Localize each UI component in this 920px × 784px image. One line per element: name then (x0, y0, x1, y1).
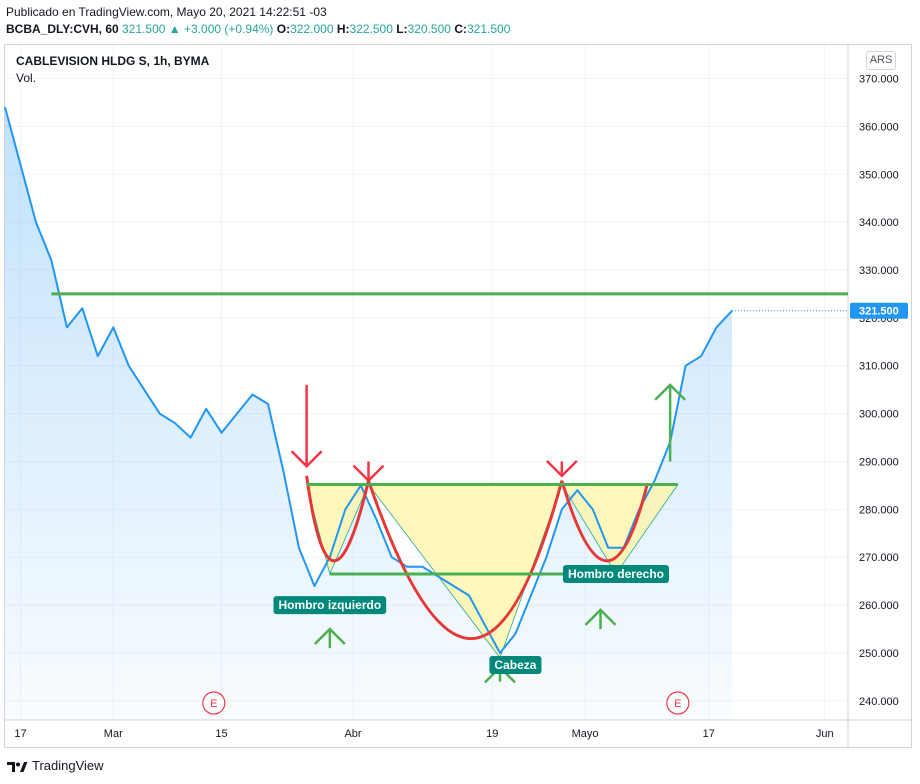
y-tick-label: 310.000 (859, 361, 899, 373)
ohlc-bar: BCBA_DLY:CVH, 60 321.500 ▲ +3.000 (+0.94… (6, 22, 510, 36)
price-area (5, 107, 732, 720)
x-tick-label: Mayo (572, 728, 599, 740)
arrow-down-icon-head (290, 450, 323, 469)
close-value: 321.500 (466, 22, 511, 36)
arrow-up-icon (584, 608, 617, 630)
y-tick-label: 250.000 (859, 648, 899, 660)
y-tick-label: 270.000 (859, 552, 899, 564)
left-shoulder-arc (305, 475, 370, 563)
arrow-down-icon (352, 461, 385, 483)
pattern-label-text: Hombro derecho (568, 567, 664, 581)
pattern-label: Hombro izquierdo (273, 596, 387, 615)
head-arc (367, 480, 564, 640)
y-tick-label: 260.000 (859, 600, 899, 612)
x-tick-label: 17 (14, 728, 26, 740)
y-tick-label: 360.000 (859, 121, 899, 133)
last-value: 321.500 (122, 22, 166, 36)
arrow-down-icon (290, 384, 323, 469)
symbol: BCBA_DLY:CVH, 60 (6, 22, 119, 36)
pattern-label-box (562, 564, 669, 583)
arrow-up-icon (313, 627, 346, 649)
x-tick-label: 15 (215, 728, 227, 740)
close-label: C: (454, 22, 467, 36)
last-price-tag: 321.500 (850, 302, 908, 319)
x-tick-label: Jun (816, 728, 834, 740)
arrow-down-icon-head (352, 464, 385, 483)
change-value: +3.000 (+0.94%) (184, 22, 274, 36)
pattern-label-box (273, 596, 387, 615)
published-info: Publicado en TradingView.com, Mayo 20, 2… (6, 5, 327, 19)
earnings-marker: E (666, 691, 690, 715)
open-label: O: (276, 22, 291, 36)
pattern-label: Hombro derecho (562, 564, 669, 583)
y-tick-label: 300.000 (859, 409, 899, 421)
tradingview-logo-icon (7, 761, 28, 772)
y-tick-label: 290.000 (859, 456, 899, 468)
right-shoulder-arc (560, 480, 649, 563)
low-value: 320.500 (407, 22, 451, 36)
y-tick-label: 340.000 (859, 217, 899, 229)
earnings-marker-text: E (674, 698, 681, 710)
x-tick-label: Mar (104, 728, 123, 740)
arrow-up-icon-head (584, 608, 617, 626)
y-tick-label: 280.000 (859, 504, 899, 516)
pattern-label: Cabeza (489, 655, 542, 674)
arrow-down-icon-head (545, 459, 578, 478)
pattern-label-text: Cabeza (494, 658, 536, 672)
earnings-marker-circle (202, 691, 226, 715)
x-tick-label: Abr (344, 728, 361, 740)
last-price-tag-box (850, 302, 908, 319)
footer-brand[interactable]: TradingView (6, 758, 104, 774)
y-tick-label: 330.000 (859, 265, 899, 277)
footer-brand-text: TradingView (32, 758, 104, 773)
currency-button[interactable]: ARS (866, 51, 896, 70)
arrow-down-icon (545, 459, 578, 478)
volume-label: Vol. (16, 71, 37, 85)
price-line (4, 106, 733, 654)
pattern-label-text: Hombro izquierdo (278, 598, 381, 612)
low-label: L: (396, 22, 408, 36)
x-tick-label: 17 (703, 728, 715, 740)
earnings-marker: E (202, 691, 226, 715)
earnings-marker-circle (666, 691, 690, 715)
x-tick-label: 19 (486, 728, 498, 740)
arrow-up-icon-head (313, 627, 346, 645)
last-price-tag-text: 321.500 (859, 306, 899, 318)
high-value: 322.500 (349, 22, 393, 36)
arrow-up-icon (654, 383, 687, 462)
chart-frame (4, 44, 912, 748)
y-tick-label: 240.000 (859, 696, 899, 708)
y-tick-label: 370.000 (859, 74, 899, 86)
arrow-up-icon-head (654, 383, 687, 401)
change-arrow-icon: ▲ (168, 22, 181, 36)
high-label: H: (336, 22, 350, 36)
y-tick-label: 350.000 (859, 169, 899, 181)
earnings-marker-text: E (210, 698, 217, 710)
open-value: 322.000 (290, 22, 334, 36)
chart-title: CABLEVISION HLDG S, 1h, BYMA (16, 54, 210, 68)
pattern-label-box (489, 655, 542, 674)
